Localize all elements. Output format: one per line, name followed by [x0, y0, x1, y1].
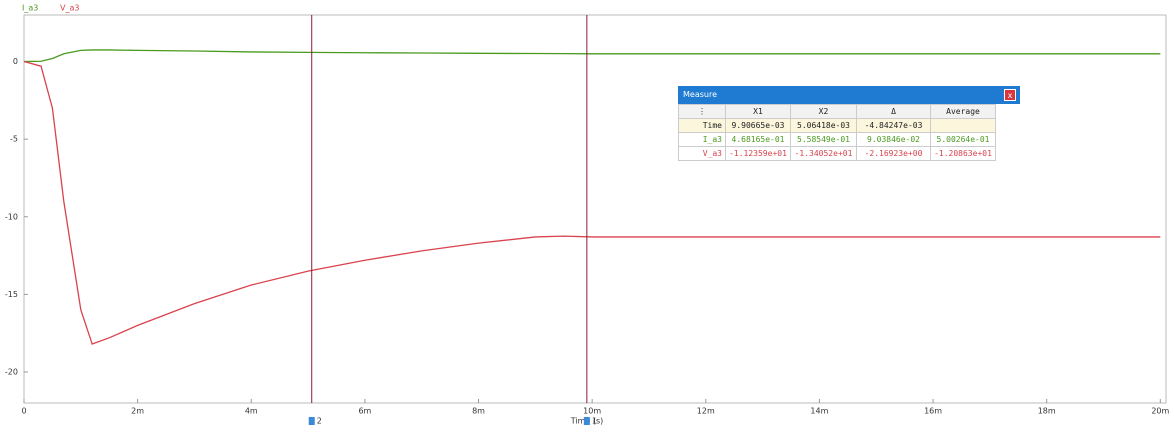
cell: -1.34052e+01 [790, 146, 857, 161]
cell: 5.06418e-03 [790, 118, 857, 133]
x-tick-label: 2m [131, 407, 144, 416]
close-button[interactable]: x [1004, 89, 1016, 101]
y-tick-label: -15 [5, 290, 18, 299]
x-tick-label: 6m [358, 407, 371, 416]
column-header: Δ [856, 104, 931, 119]
y-tick-label: -20 [5, 367, 18, 376]
x-tick-label: 0 [21, 407, 26, 416]
legend-label: V_a3 [60, 4, 79, 13]
measure-table: ⋮ X1 X2 Δ Average Time 9.90665e-03 5.06418e-03-… [678, 104, 996, 161]
x-tick-label: 18m [1038, 407, 1056, 416]
x-tick-label: 20m [1151, 407, 1169, 416]
table-row: ⋮ X1 X2 Δ Average [678, 104, 996, 119]
measure-title: Measure [683, 90, 717, 99]
cursor-label: 2 [317, 417, 322, 426]
row-label: I_a3 [678, 132, 726, 147]
table-row: I_a3 4.68165e-01 5.58549e-01 9.03846e-02 5.0… [678, 132, 996, 147]
table-row: Time 9.90665e-03 5.06418e-03 -4.84247e-03 [678, 118, 996, 133]
column-header: X1 [725, 104, 791, 119]
cell: 9.03846e-02 [856, 132, 931, 147]
x-tick-label: 8m [472, 407, 485, 416]
x-tick-label: 4m [245, 407, 258, 416]
row-label: Time [678, 118, 726, 133]
column-header: Average [930, 104, 996, 119]
cursor-handle [583, 417, 590, 425]
cell: -4.84247e-03 [856, 118, 931, 133]
column-header: X2 [790, 104, 857, 119]
cell: 4.68165e-01 [725, 132, 791, 147]
series-line [23, 60, 1161, 345]
measure-panel[interactable]: Measure x ⋮ X1 X2 Δ Average Time 9.90665e-03 5.… [678, 86, 1020, 161]
legend-label: I_a3 [22, 4, 38, 13]
cell: -1.12359e+01 [725, 146, 791, 161]
cell: 9.90665e-03 [725, 118, 791, 133]
measure-title-bar: Measure x [678, 86, 1020, 104]
x-tick-label: 10m [583, 407, 601, 416]
table-row: V_a3 -1.12359e+01 -1.34052e+01 -2.16923e+00… [678, 146, 996, 161]
x-tick-label: 14m [810, 407, 828, 416]
y-tick-label: -10 [5, 212, 18, 221]
plot-frame [23, 14, 1167, 404]
series-line [23, 49, 1161, 63]
cell: 5.58549e-01 [790, 132, 857, 147]
header-menu: ⋮ [678, 104, 726, 119]
x-tick-label: 12m [697, 407, 715, 416]
y-tick-label: 0 [13, 57, 18, 66]
cell: -2.16923e+00 [856, 146, 931, 161]
cursor-handle [308, 417, 315, 425]
row-label: V_a3 [678, 146, 726, 161]
x-tick-label: 16m [924, 407, 942, 416]
cell: -1.20863e+01 [930, 146, 996, 161]
cursor-label: 1 [592, 417, 597, 426]
cell: 5.00264e-01 [930, 132, 996, 147]
y-tick-label: -5 [10, 135, 18, 144]
cell [930, 118, 996, 133]
